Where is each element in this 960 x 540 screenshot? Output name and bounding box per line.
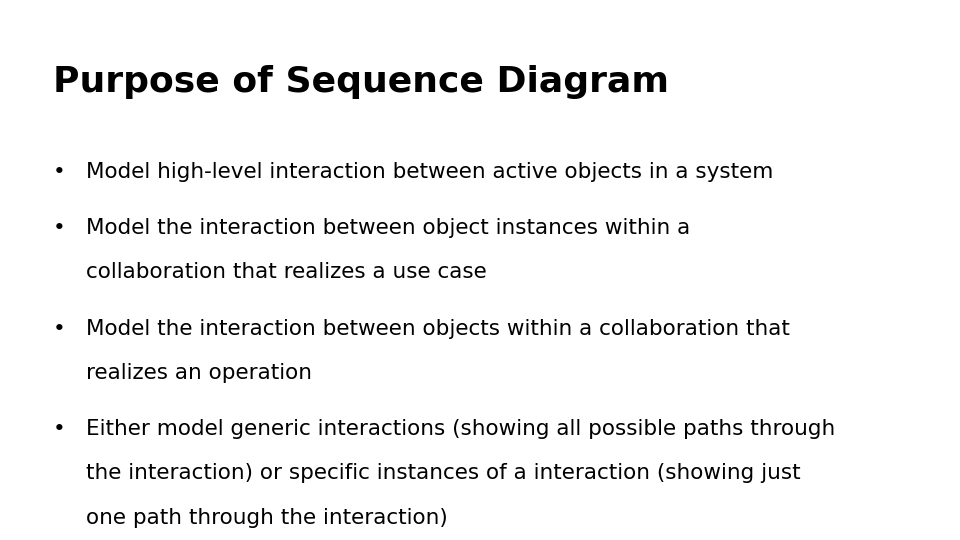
Text: Model the interaction between object instances within a: Model the interaction between object ins… bbox=[86, 218, 690, 238]
Text: •: • bbox=[53, 162, 65, 182]
Text: •: • bbox=[53, 218, 65, 238]
Text: Either model generic interactions (showing all possible paths through: Either model generic interactions (showi… bbox=[86, 419, 835, 439]
Text: collaboration that realizes a use case: collaboration that realizes a use case bbox=[86, 262, 487, 282]
Text: Purpose of Sequence Diagram: Purpose of Sequence Diagram bbox=[53, 65, 669, 99]
Text: one path through the interaction): one path through the interaction) bbox=[86, 508, 448, 528]
Text: •: • bbox=[53, 419, 65, 439]
Text: •: • bbox=[53, 319, 65, 339]
Text: Model the interaction between objects within a collaboration that: Model the interaction between objects wi… bbox=[86, 319, 790, 339]
Text: the interaction) or specific instances of a interaction (showing just: the interaction) or specific instances o… bbox=[86, 463, 801, 483]
Text: realizes an operation: realizes an operation bbox=[86, 363, 312, 383]
Text: Model high-level interaction between active objects in a system: Model high-level interaction between act… bbox=[86, 162, 774, 182]
